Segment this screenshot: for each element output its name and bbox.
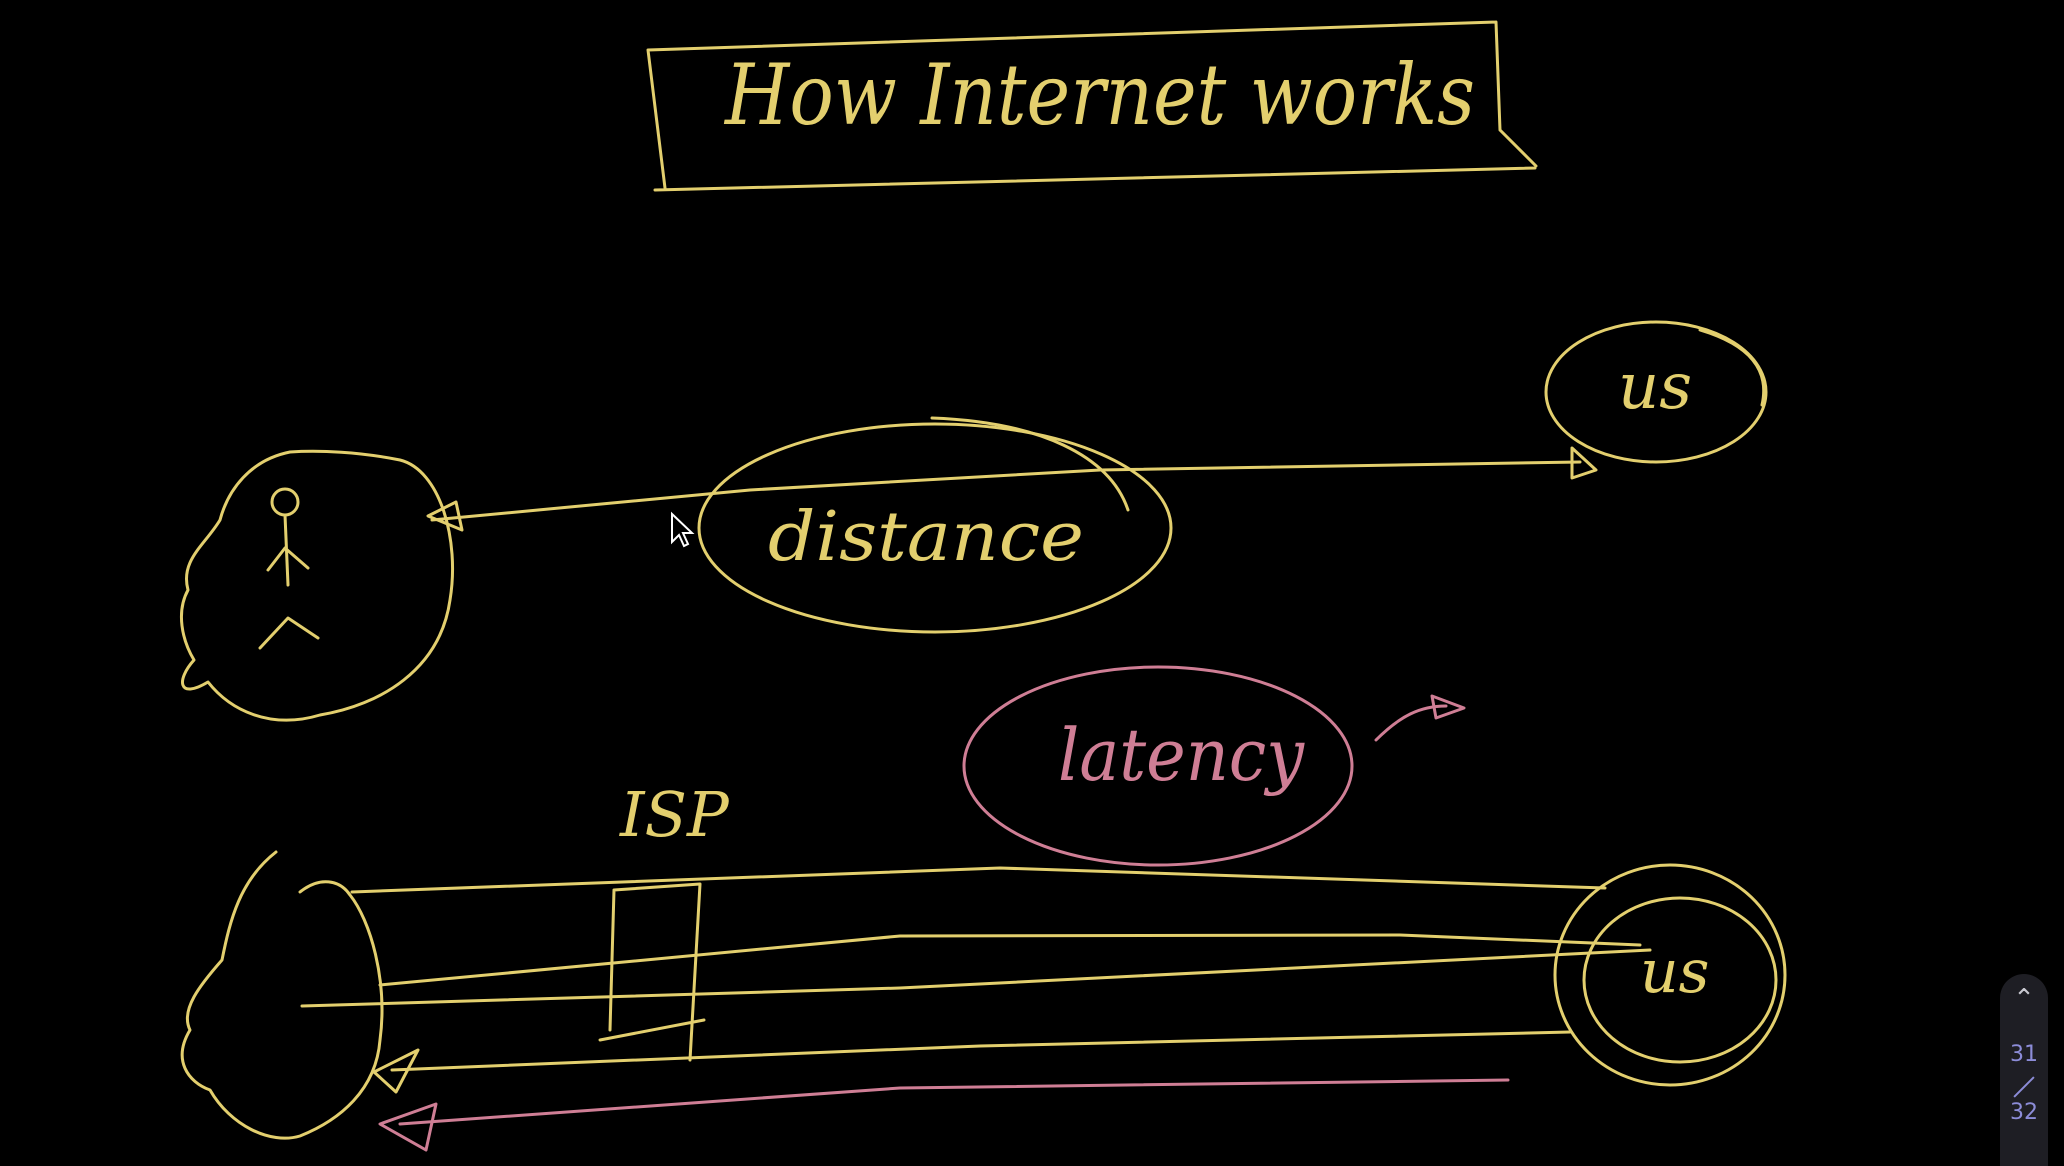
title-box [646, 20, 1538, 192]
us-circle-top [1544, 320, 1768, 464]
mouse-cursor-icon [671, 511, 695, 548]
chevron-up-icon[interactable]: ⌃ [2013, 984, 2035, 1014]
distance-arrow-head-left [426, 500, 464, 532]
link-line-3 [300, 948, 1652, 1008]
isp-label: ISP [619, 778, 730, 851]
us-circle-top-overstroke [1698, 328, 1766, 407]
link-line-1 [350, 866, 1607, 894]
return-arrow-line [398, 1078, 1510, 1126]
return-arrow-head [378, 1102, 438, 1152]
us-circle-bottom-inner [1582, 896, 1778, 1064]
person-body [258, 513, 320, 650]
page-navigator[interactable]: ⌃ 31 32 [2000, 974, 2048, 1166]
user-cloud-bottom [180, 850, 384, 1140]
total-page-number: 32 [2010, 1100, 2038, 1125]
us-label-top: us [1618, 350, 1692, 424]
link-arrow-head-bottom [372, 1048, 420, 1094]
distance-arrow-head-right [1570, 446, 1598, 480]
link-line-4 [390, 1030, 1572, 1072]
latency-label: latency [1058, 713, 1305, 797]
distance-ellipse-overstroke [930, 416, 1130, 512]
distance-ellipse [697, 422, 1173, 634]
distance-arrow-line [430, 460, 1582, 522]
page-separator [2013, 1076, 2035, 1098]
distance-label: distance [768, 498, 1084, 577]
current-page-number: 31 [2010, 1042, 2038, 1067]
latency-arrow-head [1430, 694, 1466, 720]
latency-ellipse [962, 665, 1354, 867]
page-title: How Internet works [723, 46, 1475, 144]
us-circle-bottom-outer [1553, 863, 1787, 1087]
user-cloud-top [180, 449, 454, 722]
link-line-2 [378, 933, 1642, 987]
person-head [270, 487, 300, 517]
us-label-bottom: us [1640, 937, 1709, 1007]
latency-arrow [1374, 704, 1448, 742]
isp-block [598, 882, 706, 1062]
